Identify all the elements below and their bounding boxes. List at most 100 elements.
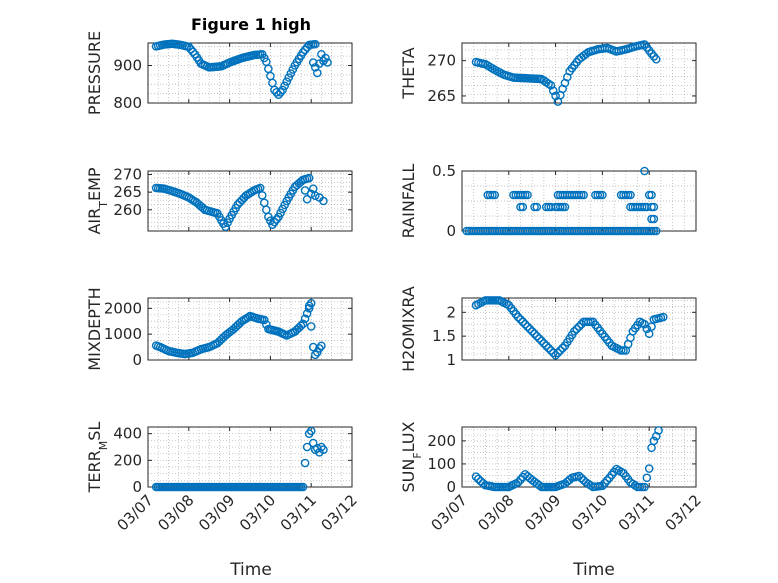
y-axis-label: PRESSURE: [85, 31, 104, 115]
x-tick-label: 03/11: [277, 491, 320, 534]
series-markers: [471, 426, 663, 492]
y-tick-label: 800: [113, 94, 142, 112]
data-point: [644, 464, 654, 473]
data-point: [647, 443, 656, 453]
data-point: [308, 342, 318, 352]
data-point: [647, 190, 656, 200]
y-tick-label: 2: [446, 303, 456, 321]
y-axis-label: MIXDEPTH: [85, 287, 104, 370]
axes-frame: [147, 42, 353, 104]
data-point: [602, 476, 612, 485]
data-point: [527, 327, 537, 336]
y-tick-label: 270: [427, 52, 456, 70]
data-point: [518, 317, 528, 327]
data-point: [534, 334, 544, 343]
data-point: [518, 202, 528, 212]
data-point: [553, 348, 563, 358]
data-point: [323, 58, 332, 67]
data-point: [321, 53, 330, 63]
series-markers: [151, 426, 328, 492]
axes-frame: [461, 426, 697, 488]
data-point: [319, 445, 328, 454]
y-axis-label-part: M: [97, 441, 110, 451]
data-point: [306, 322, 316, 331]
data-point: [306, 298, 316, 308]
axes-frame: [461, 170, 697, 232]
axes-frame: [147, 170, 353, 232]
data-point: [317, 341, 326, 351]
data-point: [513, 312, 523, 322]
data-point: [223, 218, 232, 228]
data-point: [474, 474, 483, 484]
y-tick-label: 200: [113, 451, 142, 469]
data-point: [302, 442, 312, 452]
data-point: [574, 471, 584, 481]
grid-lines: [461, 170, 697, 232]
y-tick-label: 0: [132, 351, 142, 369]
axes-frame: [461, 42, 697, 104]
data-point: [516, 475, 525, 484]
data-point: [255, 183, 265, 193]
data-point: [259, 198, 269, 208]
data-point: [315, 344, 324, 353]
y-tick-label: 1000: [104, 325, 142, 343]
data-point: [537, 336, 546, 346]
y-axis-label: RAINFALL: [399, 164, 418, 239]
x-tick-label: 03/09: [521, 491, 564, 534]
y-tick-label: 0: [446, 478, 456, 496]
grid-lines: [461, 298, 697, 361]
data-point: [598, 190, 607, 200]
data-point: [490, 190, 500, 200]
y-axis-label: SUNFLUX: [399, 421, 424, 492]
series-markers: [151, 39, 332, 100]
data-point: [313, 68, 322, 78]
y-tick-label: 260: [113, 201, 142, 219]
data-point: [551, 350, 560, 360]
data-point: [640, 482, 649, 492]
y-tick-label: 265: [427, 87, 456, 105]
data-point: [651, 54, 661, 64]
data-point: [581, 49, 591, 59]
x-tick-label: 03/07: [114, 491, 157, 534]
x-tick-label: 03/12: [318, 491, 361, 534]
data-point: [302, 194, 312, 204]
y-tick-label: 0.5: [432, 162, 456, 180]
series-markers: [151, 173, 328, 232]
data-point: [268, 220, 277, 229]
x-tick-label: 03/08: [154, 491, 197, 534]
data-point: [570, 327, 579, 336]
y-tick-label: 0: [132, 478, 142, 496]
subplot-1: 800 900 PRESSURE: [85, 31, 353, 115]
x-tick-label: 03/08: [474, 491, 517, 534]
y-axis-label-part: RAINFALL: [399, 164, 418, 239]
axes-frame: [461, 297, 697, 361]
data-point: [186, 44, 196, 54]
series-markers: [471, 296, 668, 360]
x-tick-label: 03/09: [195, 491, 238, 534]
x-tick-label: 03/12: [662, 491, 705, 534]
data-point: [270, 217, 279, 227]
y-axis-label-part: AIR: [85, 208, 104, 235]
x-axis-label-right: Time: [572, 560, 615, 580]
data-point: [598, 481, 607, 491]
y-axis-label-part: F: [411, 452, 424, 458]
data-point: [300, 45, 310, 55]
data-point: [523, 190, 532, 200]
axes-frame: [147, 297, 353, 361]
y-axis-label: THETA: [399, 47, 418, 99]
grid-lines: [461, 427, 697, 488]
data-point: [577, 473, 586, 483]
data-point: [300, 186, 310, 195]
y-axis-label: AIRTEMP: [85, 167, 110, 234]
data-point: [558, 343, 567, 353]
y-tick-label: 270: [113, 166, 142, 184]
data-point: [478, 478, 488, 488]
y-axis-label-part: PRESSURE: [85, 31, 104, 115]
data-point: [184, 42, 194, 52]
data-point: [523, 322, 532, 331]
data-point: [541, 341, 551, 350]
data-point: [188, 47, 198, 57]
